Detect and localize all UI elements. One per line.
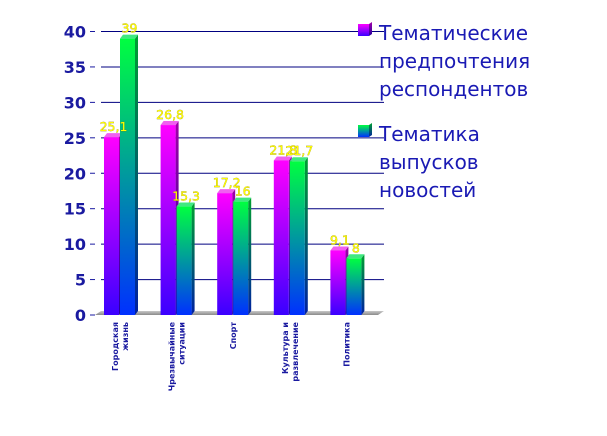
y-tick-label-40: 40 xyxy=(64,23,86,42)
legend-swatch-1 xyxy=(358,24,369,36)
bar-series2-cat3 xyxy=(233,197,252,315)
bar-front-s1-c1 xyxy=(104,137,119,315)
y-tick-label-20: 20 xyxy=(64,164,86,183)
bar-side-s2-c4 xyxy=(304,157,308,315)
legend-swatch-side-2 xyxy=(369,123,372,137)
bar-front-s2-c5 xyxy=(346,258,362,315)
bar-front-s2-c2 xyxy=(176,206,192,315)
bar-front-s2-c1 xyxy=(120,38,135,316)
bar-series1-cat2 xyxy=(160,121,179,316)
legend: Тематические предпочтения респондентов Тема… xyxy=(358,21,530,202)
bar-front-s2-c4 xyxy=(289,161,305,315)
x-tick-label-4: Культура иразвлечение xyxy=(281,321,300,381)
bar-front-s1-c5 xyxy=(330,250,346,315)
x-tick-label-1: Городскаяжизнь xyxy=(111,322,130,371)
bar-series2-cat1 xyxy=(120,34,138,316)
x-tick-label-5: Политика xyxy=(342,322,351,367)
y-tick-label-0: 0 xyxy=(75,306,86,325)
y-tick-label-35: 35 xyxy=(64,58,86,77)
bar-top-s1-c5 xyxy=(330,246,349,251)
bar-front-s1-c4 xyxy=(273,160,289,315)
y-tick-label-5: 5 xyxy=(75,271,86,290)
bar-series1-cat4 xyxy=(273,156,292,315)
x-tick-label-3: Спорт xyxy=(229,322,238,350)
bar-top-s2-c3 xyxy=(233,197,252,202)
legend-entry-2: Тематика выпусков новостей xyxy=(358,122,480,202)
legend-label-2: Тематика выпусков новостей xyxy=(378,122,480,202)
bar-series1-cat1 xyxy=(104,133,122,315)
bars xyxy=(104,34,365,316)
x-axis: Городскаяжизнь Чрезвычайныеситуации Спорт К… xyxy=(111,321,351,391)
bar-top-s2-c2 xyxy=(176,202,195,207)
legend-label-1: Тематические предпочтения респондентов xyxy=(378,21,530,101)
y-tick-label-30: 30 xyxy=(64,93,86,112)
legend-entry-1: Тематические предпочтения респондентов xyxy=(358,21,530,101)
bar-front-s2-c3 xyxy=(233,201,249,315)
data-label-s1-c5: 9,1 xyxy=(330,233,350,248)
bar-top-s1-c3 xyxy=(217,189,236,194)
bar-top-s2-c4 xyxy=(289,157,308,162)
bar-series1-cat3 xyxy=(217,189,236,315)
x-tick-label-2: Чрезвычайныеситуации xyxy=(168,321,187,391)
bar-side-s2-c5 xyxy=(361,254,365,315)
bar-side-s2-c3 xyxy=(248,197,252,315)
data-labels: 25,1 39 26,8 15,3 17,216 21,821,7 9,18 xyxy=(99,20,360,255)
bar-series2-cat5 xyxy=(346,254,365,315)
bar-series2-cat2 xyxy=(176,202,195,315)
bar-side-s2-c2 xyxy=(191,202,195,315)
data-label-s1-c1: 25,1 xyxy=(100,119,128,134)
bar-series1-cat5 xyxy=(330,246,349,315)
data-label-s1-c4: 21,8 xyxy=(269,142,297,157)
data-label-s2-c4: 21,7 xyxy=(285,143,313,158)
y-tick-label-10: 10 xyxy=(64,235,86,254)
data-label-s1-c2: 26,8 xyxy=(156,107,184,122)
data-label-s1-c3: 17,2 xyxy=(213,175,241,190)
bar-series2-cat4 xyxy=(289,157,308,315)
bar-front-s1-c2 xyxy=(160,125,176,316)
y-tick-label-15: 15 xyxy=(64,200,86,219)
bar-side-s2-c1 xyxy=(135,34,138,316)
data-label-s2-c1: 39 xyxy=(122,21,138,36)
data-label-s2-c5: 8 xyxy=(352,240,360,255)
data-label-s2-c2: 15,3 xyxy=(172,189,200,204)
y-axis: 0 5 10 15 20 25 30 35 40 xyxy=(64,23,95,325)
legend-swatch-side-1 xyxy=(369,22,372,36)
bar-top-s1-c4 xyxy=(273,156,292,161)
bar-front-s1-c3 xyxy=(217,193,233,315)
bar-top-s1-c1 xyxy=(104,133,122,138)
data-label-s2-c3: 16 xyxy=(235,184,251,199)
bar-top-s1-c2 xyxy=(160,121,179,126)
bar-top-s2-c1 xyxy=(120,34,138,39)
y-tick-label-25: 25 xyxy=(64,129,86,148)
bar-top-s2-c5 xyxy=(346,254,365,259)
legend-swatch-2 xyxy=(358,125,369,137)
